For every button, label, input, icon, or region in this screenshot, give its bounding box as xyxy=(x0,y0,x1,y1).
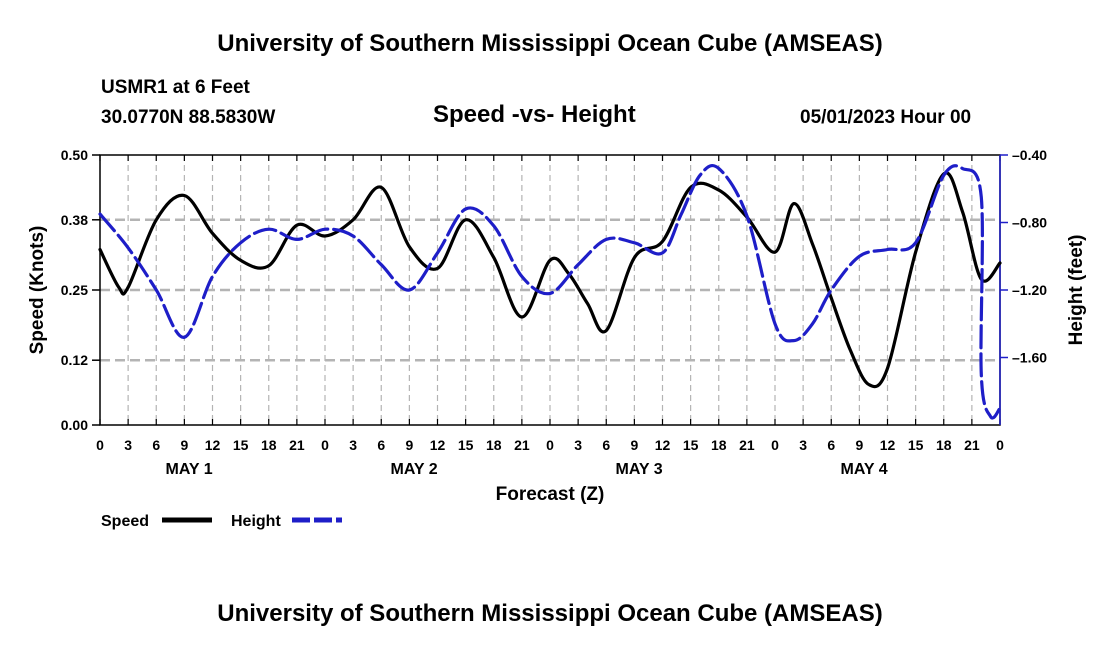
y-tick-label: 0.25 xyxy=(61,282,88,298)
day-label: MAY 4 xyxy=(840,461,887,478)
coords-label: 30.0770N 88.5830W xyxy=(101,107,276,128)
x-tick-label: 3 xyxy=(799,437,807,453)
x-tick-label: 12 xyxy=(430,437,446,453)
y2-tick-label: –1.60 xyxy=(1012,350,1047,366)
x-tick-label: 0 xyxy=(996,437,1004,453)
y2-tick-label: –0.80 xyxy=(1012,215,1047,231)
y2-tick-label: –1.20 xyxy=(1012,282,1047,298)
axes xyxy=(92,154,1008,426)
chart-title: Speed -vs- Height xyxy=(433,101,636,128)
x-tick-label: 15 xyxy=(458,437,474,453)
x-tick-label: 9 xyxy=(405,437,413,453)
footer-title: University of Southern Mississippi Ocean… xyxy=(217,600,883,627)
y-tick-label: 0.00 xyxy=(61,417,88,433)
x-tick-label: 18 xyxy=(936,437,952,453)
legend-height-label: Height xyxy=(231,513,281,530)
x-tick-label: 0 xyxy=(96,437,104,453)
x-tick-label: 15 xyxy=(683,437,699,453)
x-tick-label: 15 xyxy=(908,437,924,453)
grid-lines xyxy=(100,155,1000,425)
x-tick-label: 3 xyxy=(124,437,132,453)
x-tick-label: 12 xyxy=(205,437,221,453)
x-tick-label: 12 xyxy=(655,437,671,453)
x-tick-label: 21 xyxy=(739,437,755,453)
legend-speed-label: Speed xyxy=(101,513,149,530)
series-lines xyxy=(98,164,1002,420)
y-axis-title: Speed (Knots) xyxy=(27,226,48,355)
date-label: 05/01/2023 Hour 00 xyxy=(800,107,972,128)
x-tick-label: 6 xyxy=(377,437,385,453)
day-label: MAY 2 xyxy=(390,461,437,478)
x-tick-label: 15 xyxy=(233,437,249,453)
x-tick-label: 9 xyxy=(630,437,638,453)
y2-axis-title: Height (feet) xyxy=(1066,235,1087,346)
y-tick-label: 0.12 xyxy=(61,352,88,368)
x-tick-label: 18 xyxy=(261,437,277,453)
x-tick-label: 6 xyxy=(827,437,835,453)
y2-tick-label: –0.40 xyxy=(1012,147,1047,163)
main-title: University of Southern Mississippi Ocean… xyxy=(217,30,883,57)
day-label: MAY 1 xyxy=(165,461,212,478)
x-tick-label: 9 xyxy=(855,437,863,453)
speed-series-line xyxy=(98,171,1002,389)
x-tick-label: 21 xyxy=(289,437,305,453)
y-tick-label: 0.38 xyxy=(61,212,88,228)
x-tick-label: 6 xyxy=(602,437,610,453)
x-tick-label: 21 xyxy=(964,437,980,453)
tick-labels: 0 3 6 9 12 15 18 21 0 3 6 9 12 15 18 21 0 3 6 9 12 15 18 21 0 3 6 9… xyxy=(61,147,1047,478)
x-tick-label: 3 xyxy=(574,437,582,453)
x-tick-label: 9 xyxy=(180,437,188,453)
legend: Speed Height xyxy=(101,513,342,530)
x-tick-label: 18 xyxy=(711,437,727,453)
x-tick-label: 18 xyxy=(486,437,502,453)
x-axis-title: Forecast (Z) xyxy=(496,484,605,505)
x-tick-label: 21 xyxy=(514,437,530,453)
x-tick-label: 0 xyxy=(546,437,554,453)
x-tick-label: 0 xyxy=(771,437,779,453)
station-label: USMR1 at 6 Feet xyxy=(101,77,250,98)
y-tick-label: 0.50 xyxy=(61,147,88,163)
x-tick-label: 3 xyxy=(349,437,357,453)
x-tick-label: 6 xyxy=(152,437,160,453)
x-tick-label: 12 xyxy=(880,437,896,453)
day-label: MAY 3 xyxy=(615,461,662,478)
height-series-line xyxy=(98,164,1002,420)
x-tick-label: 0 xyxy=(321,437,329,453)
